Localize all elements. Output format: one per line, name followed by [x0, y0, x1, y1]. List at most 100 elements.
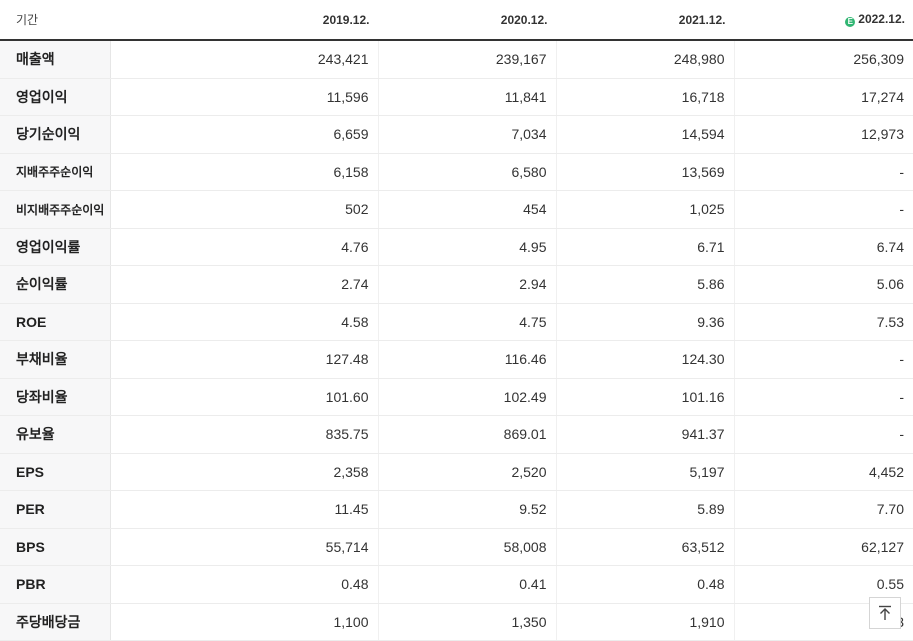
period-2022-estimate: E 2022.12.: [733, 0, 913, 41]
cell-value: 1,025: [556, 190, 735, 229]
table-row: 부채비율 127.48 116.46 124.30-: [0, 340, 913, 379]
row-label: EPS: [0, 452, 111, 491]
cell-value: 243,421: [110, 40, 379, 79]
cell-value: 0.48: [556, 565, 735, 604]
row-label: ROE: [0, 303, 111, 341]
cell-value: 454: [378, 190, 557, 229]
cell-value: 1,100: [110, 602, 379, 641]
cell-value: 2,358: [110, 452, 379, 491]
cell-value: 5.89: [556, 490, 735, 529]
row-label: 비지배주주순이익: [0, 190, 111, 229]
table-row: PBR 0.48 0.41 0.48 0.55: [0, 565, 913, 604]
cell-value: 0.41: [378, 565, 557, 604]
cell-value: 5.06: [734, 265, 913, 304]
table-body: 매출액 243,421 239,167 248,980 256,309 영업이익 11,59…: [0, 40, 913, 641]
table-row: BPS 55,714 58,008 63,512 62,127: [0, 528, 913, 566]
period-2020: 2020.12.: [377, 0, 556, 41]
cell-value: 6,659: [110, 115, 379, 154]
cell-value: 11.45: [110, 490, 379, 529]
cell-value: 1,910: [556, 602, 735, 641]
row-label: BPS: [0, 528, 111, 566]
period-2021: 2021.12.: [555, 0, 734, 41]
table-row: PER 11.45 9.52 5.89 7.70: [0, 490, 913, 529]
cell-value: 4.75: [378, 303, 557, 341]
cell-value: 14,594: [556, 115, 735, 154]
table-row: ROE 4.58 4.75 9.36 7.53: [0, 303, 913, 341]
table-row: 비지배주주순이익 502 454 1,025-: [0, 190, 913, 229]
cell-value: -: [734, 415, 913, 454]
cell-value: -: [734, 190, 913, 229]
cell-value: 6.71: [556, 227, 735, 266]
cell-value: -: [734, 378, 913, 416]
cell-value: 2,520: [378, 452, 557, 491]
cell-value: 16,718: [556, 78, 735, 116]
cell-value: 9.36: [556, 303, 735, 341]
row-label: 영업이익: [0, 78, 111, 116]
table-row: EPS 2,358 2,520 5,197 4,452: [0, 452, 913, 491]
arrow-up-to-top-icon: [879, 605, 891, 620]
table-header: 기간 2019.12. 2020.12. 2021.12. E 2022.12.: [0, 0, 913, 41]
cell-value: 63,512: [556, 528, 735, 566]
cell-value: 0.48: [110, 565, 379, 604]
table-row: 당기순이익 6,659 7,034 14,594 12,973: [0, 115, 913, 154]
row-label: PER: [0, 490, 111, 529]
row-label: 주당배당금: [0, 602, 111, 641]
row-label: 영업이익률: [0, 227, 111, 266]
cell-value: 2.74: [110, 265, 379, 304]
cell-value: 11,841: [378, 78, 557, 116]
cell-value: 4,452: [734, 452, 913, 491]
cell-value: 2.94: [378, 265, 557, 304]
cell-value: 5.86: [556, 265, 735, 304]
cell-value: 7.70: [734, 490, 913, 529]
cell-value: 6,158: [110, 153, 379, 191]
period-2019: 2019.12.: [109, 0, 378, 41]
cell-value: 941.37: [556, 415, 735, 454]
table-row: 매출액 243,421 239,167 248,980 256,309: [0, 40, 913, 79]
cell-value: 256,309: [734, 40, 913, 79]
row-label: 당좌비율: [0, 378, 111, 416]
cell-value: 7,034: [378, 115, 557, 154]
table-row: 영업이익률 4.76 4.95 6.71 6.74: [0, 227, 913, 266]
cell-value: 248,980: [556, 40, 735, 79]
cell-value: 17,274: [734, 78, 913, 116]
cell-value: 835.75: [110, 415, 379, 454]
row-label: 순이익률: [0, 265, 111, 304]
table-row: 당좌비율 101.60 102.49 101.16-: [0, 378, 913, 416]
scroll-to-top-button[interactable]: [869, 597, 901, 629]
row-label: 매출액: [0, 40, 111, 79]
table-row: 유보율 835.75 869.01 941.37-: [0, 415, 913, 454]
cell-value: 127.48: [110, 340, 379, 379]
cell-value: 502: [110, 190, 379, 229]
table-row: 영업이익 11,596 11,841 16,718 17,274: [0, 78, 913, 116]
cell-value: 11,596: [110, 78, 379, 116]
cell-value: 4.58: [110, 303, 379, 341]
cell-value: 101.60: [110, 378, 379, 416]
table-row: 지배주주순이익 6,158 6,580 13,569-: [0, 153, 913, 191]
cell-value: 6.74: [734, 227, 913, 266]
cell-value: 101.16: [556, 378, 735, 416]
row-label: 유보율: [0, 415, 111, 454]
row-label: 지배주주순이익: [0, 153, 111, 191]
cell-value: 4.95: [378, 227, 557, 266]
cell-value: 12,973: [734, 115, 913, 154]
cell-value: 55,714: [110, 528, 379, 566]
cell-value: 7.53: [734, 303, 913, 341]
cell-value: -: [734, 340, 913, 379]
table-row: 순이익률 2.74 2.94 5.86 5.06: [0, 265, 913, 304]
cell-value: 9.52: [378, 490, 557, 529]
cell-value: 58,008: [378, 528, 557, 566]
cell-value: 239,167: [378, 40, 557, 79]
row-label: 부채비율: [0, 340, 111, 379]
cell-value: 62,127: [734, 528, 913, 566]
cell-value: 13,569: [556, 153, 735, 191]
period-header-label: 기간: [0, 0, 110, 41]
cell-value: 116.46: [378, 340, 557, 379]
estimate-badge-icon: E: [845, 17, 856, 27]
cell-value: 869.01: [378, 415, 557, 454]
row-label: 당기순이익: [0, 115, 111, 154]
cell-value: 4.76: [110, 227, 379, 266]
cell-value: 102.49: [378, 378, 557, 416]
cell-value: 6,580: [378, 153, 557, 191]
cell-value: 1,350: [378, 602, 557, 641]
